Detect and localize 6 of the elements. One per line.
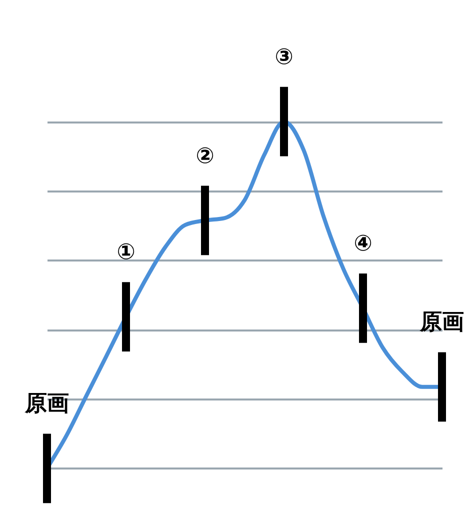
annotation: 原画 <box>24 392 69 417</box>
annotation: ④ <box>354 232 372 256</box>
annotation: ② <box>196 144 214 169</box>
text: ③ <box>274 44 294 70</box>
annotation: ① <box>116 240 136 266</box>
annotation: 原画 <box>419 310 464 336</box>
